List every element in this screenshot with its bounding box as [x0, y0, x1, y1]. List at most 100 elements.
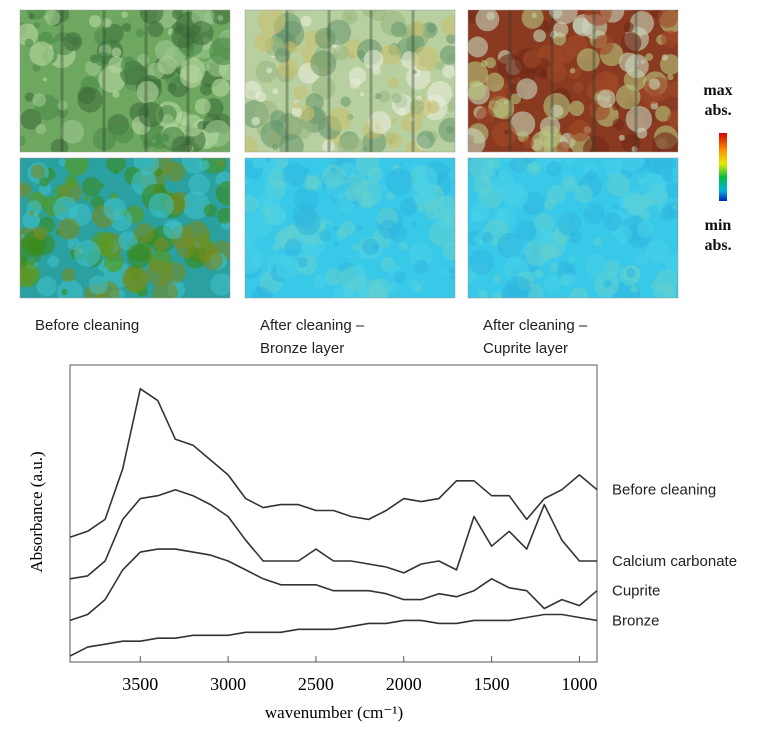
texture-spot — [550, 104, 564, 118]
texture-spot — [64, 174, 78, 188]
texture-spot — [585, 169, 597, 182]
texture-spot — [639, 172, 667, 200]
texture-spot — [198, 159, 210, 171]
texture-spot — [337, 134, 363, 152]
texture-spot — [522, 49, 542, 69]
texture-spot — [357, 50, 366, 59]
texture-spot — [496, 214, 504, 221]
texture-spot — [104, 252, 124, 272]
texture-spot — [89, 15, 102, 28]
texture-spot — [300, 15, 312, 27]
texture-spot — [385, 168, 413, 196]
texture-spot — [314, 27, 336, 49]
texture-spot — [111, 47, 122, 58]
image-frame — [19, 157, 231, 299]
texture-spot — [409, 20, 425, 37]
texture-spot — [446, 125, 455, 135]
texture-spot — [202, 250, 223, 271]
texture-spot — [251, 286, 272, 298]
texture-spot — [333, 45, 350, 61]
texture-spot — [268, 168, 287, 188]
texture-spot — [468, 128, 486, 152]
texture-spot — [410, 116, 415, 122]
texture-spot — [368, 111, 392, 135]
texture-spot — [210, 10, 230, 25]
spectrum-line — [69, 613, 598, 657]
texture-spot — [362, 238, 380, 256]
texture-spot — [113, 169, 119, 175]
series-label: Cuprite — [612, 583, 660, 600]
texture-spot — [442, 65, 455, 79]
texture-spot — [485, 72, 505, 92]
texture-spot — [33, 226, 48, 241]
texture-spot — [378, 90, 391, 103]
texture-spot — [625, 267, 636, 278]
texture-spot — [333, 226, 339, 231]
texture-spot — [533, 29, 546, 43]
texture-spot — [637, 220, 655, 238]
y-axis-label: Absorbance (a.u.) — [27, 451, 46, 572]
texture-spot — [505, 158, 513, 163]
texture-spot — [446, 33, 455, 44]
texture-spot — [137, 53, 150, 66]
texture-spot — [209, 37, 230, 66]
texture-spot — [603, 279, 612, 288]
texture-spot — [293, 85, 308, 100]
texture-spot — [162, 219, 183, 239]
texture-spot — [532, 164, 539, 171]
texture-spot — [623, 21, 634, 33]
texture-spot — [399, 198, 418, 216]
spectrum-line — [69, 388, 598, 539]
panel-caption: After cleaning – — [260, 317, 365, 334]
texture-spot — [388, 281, 399, 293]
texture-spot — [397, 108, 406, 117]
texture-spot — [515, 220, 537, 242]
texture-spot — [217, 15, 224, 21]
texture-spot — [332, 286, 355, 298]
texture-spot — [126, 243, 151, 268]
texture-spot — [302, 174, 319, 191]
texture-spot — [391, 118, 397, 124]
texture-spot — [288, 10, 295, 15]
texture-spot — [531, 131, 555, 152]
texture-spot — [39, 177, 49, 187]
texture-spot — [296, 256, 308, 268]
texture-spot — [359, 252, 367, 260]
texture-spot — [546, 62, 567, 83]
texture-spot — [30, 164, 45, 179]
texture-spot — [154, 168, 163, 177]
texture-spot — [433, 184, 441, 193]
texture-spot — [615, 225, 632, 243]
texture-spot — [108, 56, 125, 74]
x-tick-label: 2500 — [298, 674, 334, 694]
texture-spot — [245, 178, 250, 185]
texture-spot — [53, 196, 78, 222]
texture-spot — [336, 228, 348, 240]
texture-spot — [549, 248, 560, 259]
texture-spot — [534, 269, 543, 279]
texture-spot — [81, 177, 102, 197]
texture-spot — [181, 114, 204, 137]
texture-spot — [262, 205, 272, 215]
texture-spot — [188, 173, 210, 196]
texture-spot — [524, 158, 535, 164]
texture-spot — [346, 15, 352, 21]
texture-spot — [657, 10, 678, 28]
texture-spot — [282, 162, 307, 187]
texture-spot — [650, 101, 659, 110]
texture-spot — [319, 229, 332, 242]
colorbar-max: abs. — [704, 102, 731, 119]
texture-spot — [656, 148, 662, 152]
texture-spot — [255, 60, 278, 83]
texture-spot — [606, 172, 631, 197]
texture-spot — [391, 21, 407, 38]
texture-spot — [414, 259, 429, 274]
texture-spot — [204, 120, 230, 147]
texture-spot — [24, 92, 35, 102]
texture-spot — [585, 253, 608, 277]
texture-spot — [278, 57, 300, 79]
texture-spot — [211, 78, 230, 97]
texture-spot — [179, 64, 203, 88]
texture-spot — [468, 80, 487, 101]
texture-spot — [492, 291, 504, 298]
